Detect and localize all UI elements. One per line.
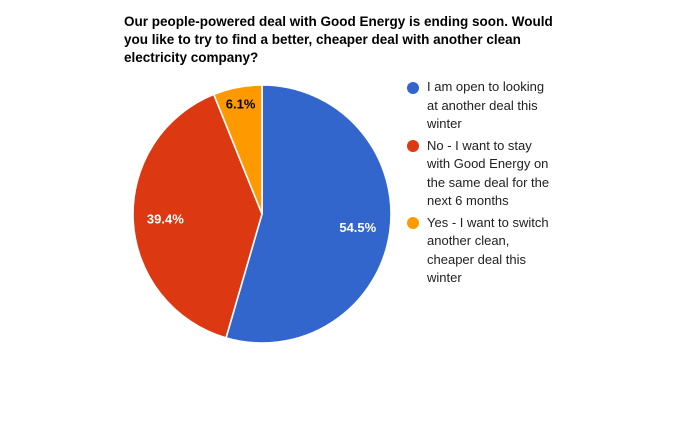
legend-item-label-line: at another deal this — [427, 97, 538, 113]
pie-slice-percent-label: 54.5% — [339, 220, 376, 235]
legend-item: No - I want to stay with Good Energy on th… — [407, 137, 587, 211]
pie-slice-percent-label: 6.1% — [226, 96, 256, 111]
legend-item-label-line: cheaper deal this — [427, 251, 527, 267]
legend-item-label-line: Yes - I want to switch — [427, 214, 549, 230]
chart-title-line: Our people-powered deal with Good Energy… — [124, 14, 553, 29]
legend-item-label-line: I am open to looking — [427, 79, 545, 94]
legend-item-label: No - I want to stay with Good Energy on th… — [427, 137, 549, 211]
legend-item-label-line: winter — [427, 116, 462, 131]
chart-title: Our people-powered deal with Good Energy… — [124, 13, 553, 67]
legend-item: Yes - I want to switch another clean, chea… — [407, 214, 587, 288]
pie-slice-percent-label: 39.4% — [147, 211, 184, 226]
legend-item-label-line: No - I want to stay — [427, 137, 532, 153]
pie-slice-1[interactable] — [132, 93, 263, 339]
legend-color-dot-icon — [407, 81, 419, 94]
pie-slice-2[interactable] — [212, 84, 263, 215]
legend-item-label-line: with Good Energy on — [427, 156, 549, 171]
legend-color-dot-icon — [407, 217, 419, 229]
legend-item-label-line: the same deal for the — [427, 174, 550, 190]
legend-item-label: I am open to looking at another deal this… — [427, 78, 544, 134]
legend-item-label-line: another clean, — [427, 233, 510, 248]
legend-color-dot-icon — [407, 140, 419, 152]
legend-item-label: Yes - I want to switch another clean, chea… — [427, 214, 549, 288]
chart-title-line: you like to try to find a better, cheape… — [124, 32, 521, 47]
legend-item-label-line: winter — [427, 270, 462, 285]
legend-item: I am open to looking at another deal this… — [407, 78, 587, 134]
chart-legend: I am open to looking at another deal this… — [407, 78, 587, 291]
pie-slice-0[interactable] — [225, 84, 392, 344]
legend-item-label-line: next 6 months — [427, 193, 509, 208]
chart-title-line: electricity company? — [124, 50, 259, 65]
